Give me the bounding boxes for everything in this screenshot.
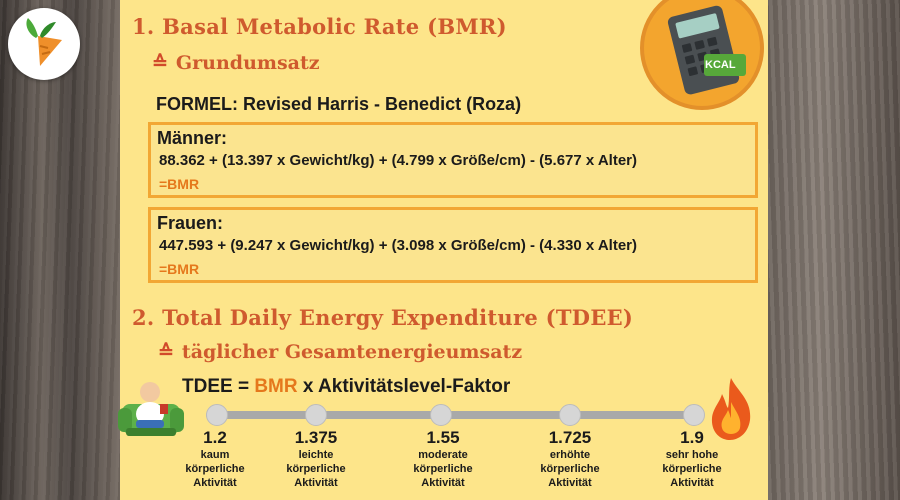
- women-result: =BMR: [159, 261, 200, 277]
- men-equation: 88.362 + (13.397 x Gewicht/kg) + (4.799 …: [159, 152, 638, 169]
- factor-kind: körperliche: [662, 463, 722, 475]
- section2-subtitle: täglicher Gesamtenergieumsatz: [181, 341, 523, 363]
- factor-value: 1.55: [426, 428, 460, 447]
- women-equation: 447.593 + (9.247 x Gewicht/kg) + (3.098 …: [159, 237, 638, 254]
- women-label: Frauen:: [157, 213, 224, 233]
- factor-kind: körperliche: [286, 463, 346, 475]
- section1-subtitle-row: ≙ Grundumsatz: [152, 52, 320, 74]
- tdee-formula: TDEE = BMR x Aktivitätslevel-Faktor: [182, 376, 510, 398]
- wood-background-left: [0, 0, 120, 500]
- factor-level: moderate: [418, 449, 468, 461]
- flame-icon: [711, 378, 751, 440]
- formula-title: FORMEL: Revised Harris - Benedict (Roza): [156, 94, 522, 114]
- factor-level: erhöhte: [549, 449, 591, 461]
- factor-value: 1.375: [294, 428, 338, 447]
- men-label: Männer:: [157, 128, 228, 148]
- kcal-badge-label: KCAL: [705, 59, 736, 71]
- men-result: =BMR: [159, 176, 200, 192]
- tdee-formula-bmr: BMR: [254, 376, 298, 397]
- wood-background-right: [768, 0, 900, 500]
- activity-marker: [559, 404, 581, 426]
- tdee-formula-prefix: TDEE =: [182, 376, 255, 397]
- activity-factor: 1.375 leichte körperliche Aktivität: [261, 428, 371, 490]
- activity-marker: [683, 404, 705, 426]
- carrot-logo-icon[interactable]: [8, 8, 80, 80]
- factor-level: leichte: [298, 449, 334, 461]
- calculator-icon: [667, 5, 746, 95]
- activity-factor: 1.55 moderate körperliche Aktivität: [388, 428, 498, 490]
- activity-factor: 1.9 sehr hohe körperliche Aktivität: [637, 428, 747, 490]
- women-formula-box: Frauen: 447.593 + (9.247 x Gewicht/kg) +…: [148, 207, 758, 283]
- men-formula-box: Männer: 88.362 + (13.397 x Gewicht/kg) +…: [148, 122, 758, 198]
- activity-marker: [430, 404, 452, 426]
- factor-kind: körperliche: [540, 463, 600, 475]
- section2-title: 2. Total Daily Energy Expenditure (TDEE): [132, 305, 634, 330]
- factor-word: Aktivität: [548, 477, 592, 489]
- section1-title: 1. Basal Metabolic Rate (BMR): [132, 14, 507, 39]
- section2-subtitle-row: ≙ täglicher Gesamtenergieumsatz: [158, 341, 522, 363]
- factor-kind: körperliche: [185, 463, 245, 475]
- factor-value: 1.725: [548, 428, 592, 447]
- factor-value: 1.2: [203, 428, 227, 447]
- factor-word: Aktivität: [193, 477, 237, 489]
- factor-level: kaum: [200, 449, 230, 461]
- factor-value: 1.9: [680, 428, 704, 447]
- activity-marker: [206, 404, 228, 426]
- corresponds-symbol: ≙: [158, 341, 174, 363]
- corresponds-symbol: ≙: [152, 52, 168, 74]
- section1-subtitle: Grundumsatz: [175, 52, 320, 74]
- calculator-badge: KCAL: [640, 0, 764, 110]
- activity-marker: [305, 404, 327, 426]
- factor-word: Aktivität: [294, 477, 338, 489]
- factor-level: sehr hohe: [665, 449, 719, 461]
- tdee-formula-suffix: x Aktivitätslevel-Faktor: [297, 376, 511, 397]
- factor-word: Aktivität: [670, 477, 714, 489]
- couch-potato-icon: [118, 382, 184, 436]
- factor-kind: körperliche: [413, 463, 473, 475]
- activity-factor: 1.2 kaum körperliche Aktivität: [160, 428, 270, 490]
- activity-factor: 1.725 erhöhte körperliche Aktivität: [515, 428, 625, 490]
- factor-word: Aktivität: [421, 477, 465, 489]
